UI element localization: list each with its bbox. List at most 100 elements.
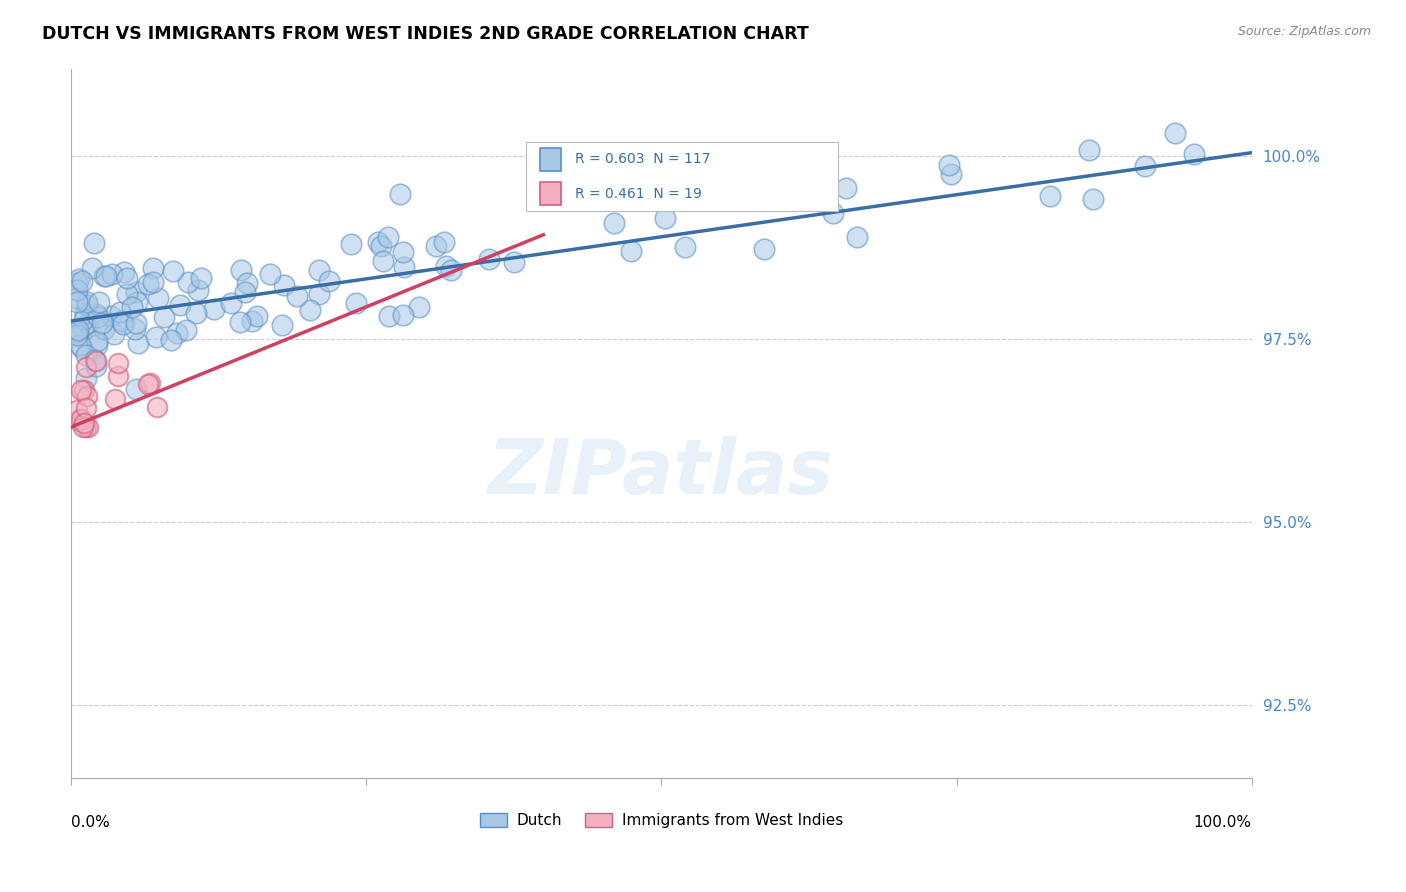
Point bbox=[146, 400, 169, 414]
Point bbox=[270, 318, 292, 332]
Point bbox=[107, 356, 129, 370]
Point bbox=[142, 261, 165, 276]
Text: Source: ZipAtlas.com: Source: ZipAtlas.com bbox=[1237, 25, 1371, 38]
Point bbox=[768, 185, 790, 199]
Point bbox=[82, 260, 104, 275]
Point bbox=[166, 326, 188, 340]
Point bbox=[94, 268, 117, 283]
Point bbox=[101, 268, 124, 282]
Point bbox=[153, 310, 176, 324]
Point bbox=[75, 359, 97, 374]
Point bbox=[547, 193, 569, 207]
Point bbox=[1078, 143, 1101, 157]
Point bbox=[235, 285, 257, 299]
Point bbox=[392, 260, 415, 274]
Point bbox=[76, 389, 98, 403]
Point bbox=[93, 268, 115, 283]
Point bbox=[73, 416, 96, 430]
Point bbox=[100, 309, 122, 323]
Point bbox=[83, 352, 105, 367]
Point bbox=[77, 317, 100, 331]
Point bbox=[186, 305, 208, 319]
Point bbox=[1135, 159, 1157, 173]
Point bbox=[340, 236, 363, 251]
Point bbox=[145, 329, 167, 343]
Point bbox=[298, 302, 321, 317]
Point bbox=[478, 252, 501, 266]
Point bbox=[308, 287, 330, 301]
Point bbox=[125, 285, 148, 299]
Point bbox=[938, 158, 960, 172]
Point bbox=[219, 296, 242, 310]
Point bbox=[1164, 126, 1187, 140]
Point bbox=[76, 298, 98, 312]
Point bbox=[66, 323, 89, 337]
Point bbox=[72, 319, 94, 334]
Point bbox=[287, 289, 309, 303]
Point bbox=[127, 294, 149, 309]
Point bbox=[1039, 189, 1062, 203]
Y-axis label: 2nd Grade: 2nd Grade bbox=[0, 383, 7, 464]
Point bbox=[603, 216, 626, 230]
Point bbox=[127, 335, 149, 350]
Point bbox=[408, 300, 430, 314]
Point bbox=[246, 310, 269, 324]
FancyBboxPatch shape bbox=[526, 142, 838, 211]
Point bbox=[236, 277, 259, 291]
Point bbox=[67, 272, 90, 286]
Point bbox=[177, 275, 200, 289]
Point bbox=[259, 268, 281, 282]
Point bbox=[434, 259, 457, 273]
Point bbox=[67, 413, 90, 427]
Bar bbox=[540, 147, 561, 171]
Point bbox=[111, 314, 134, 328]
Point bbox=[425, 239, 447, 253]
Point bbox=[125, 316, 148, 330]
Text: R = 0.603  N = 117: R = 0.603 N = 117 bbox=[575, 153, 711, 166]
Text: R = 0.461  N = 19: R = 0.461 N = 19 bbox=[575, 186, 702, 201]
Text: 0.0%: 0.0% bbox=[72, 814, 110, 830]
Point bbox=[187, 283, 209, 297]
Point bbox=[136, 277, 159, 292]
Point bbox=[367, 235, 389, 249]
Point bbox=[673, 240, 696, 254]
Point bbox=[72, 323, 94, 337]
Point bbox=[370, 239, 392, 253]
Point bbox=[75, 371, 97, 385]
Point bbox=[103, 327, 125, 342]
Point bbox=[73, 312, 96, 326]
Point bbox=[620, 244, 643, 259]
Point bbox=[66, 326, 89, 340]
Point bbox=[93, 322, 115, 336]
Legend: Dutch, Immigrants from West Indies: Dutch, Immigrants from West Indies bbox=[474, 806, 849, 834]
Point bbox=[66, 295, 89, 310]
Point bbox=[108, 305, 131, 319]
Point bbox=[86, 338, 108, 352]
Point bbox=[69, 384, 91, 398]
Point bbox=[169, 298, 191, 312]
Point bbox=[66, 402, 89, 417]
Point bbox=[941, 167, 963, 181]
Point bbox=[273, 278, 295, 293]
Point bbox=[1182, 147, 1205, 161]
Point bbox=[190, 270, 212, 285]
Point bbox=[240, 314, 263, 328]
Point bbox=[202, 302, 225, 317]
Point bbox=[231, 262, 253, 277]
Point bbox=[754, 242, 776, 256]
Point bbox=[160, 333, 183, 347]
Point bbox=[115, 271, 138, 285]
Point bbox=[84, 308, 107, 322]
Point bbox=[117, 287, 139, 301]
Point bbox=[433, 235, 456, 249]
Point bbox=[308, 263, 330, 277]
Point bbox=[229, 315, 252, 329]
Point bbox=[66, 327, 89, 342]
Point bbox=[66, 325, 89, 339]
Point bbox=[846, 230, 869, 244]
Point bbox=[75, 348, 97, 362]
Text: DUTCH VS IMMIGRANTS FROM WEST INDIES 2ND GRADE CORRELATION CHART: DUTCH VS IMMIGRANTS FROM WEST INDIES 2ND… bbox=[42, 25, 808, 43]
Point bbox=[104, 392, 127, 406]
Point bbox=[136, 377, 159, 392]
Point bbox=[76, 420, 98, 434]
